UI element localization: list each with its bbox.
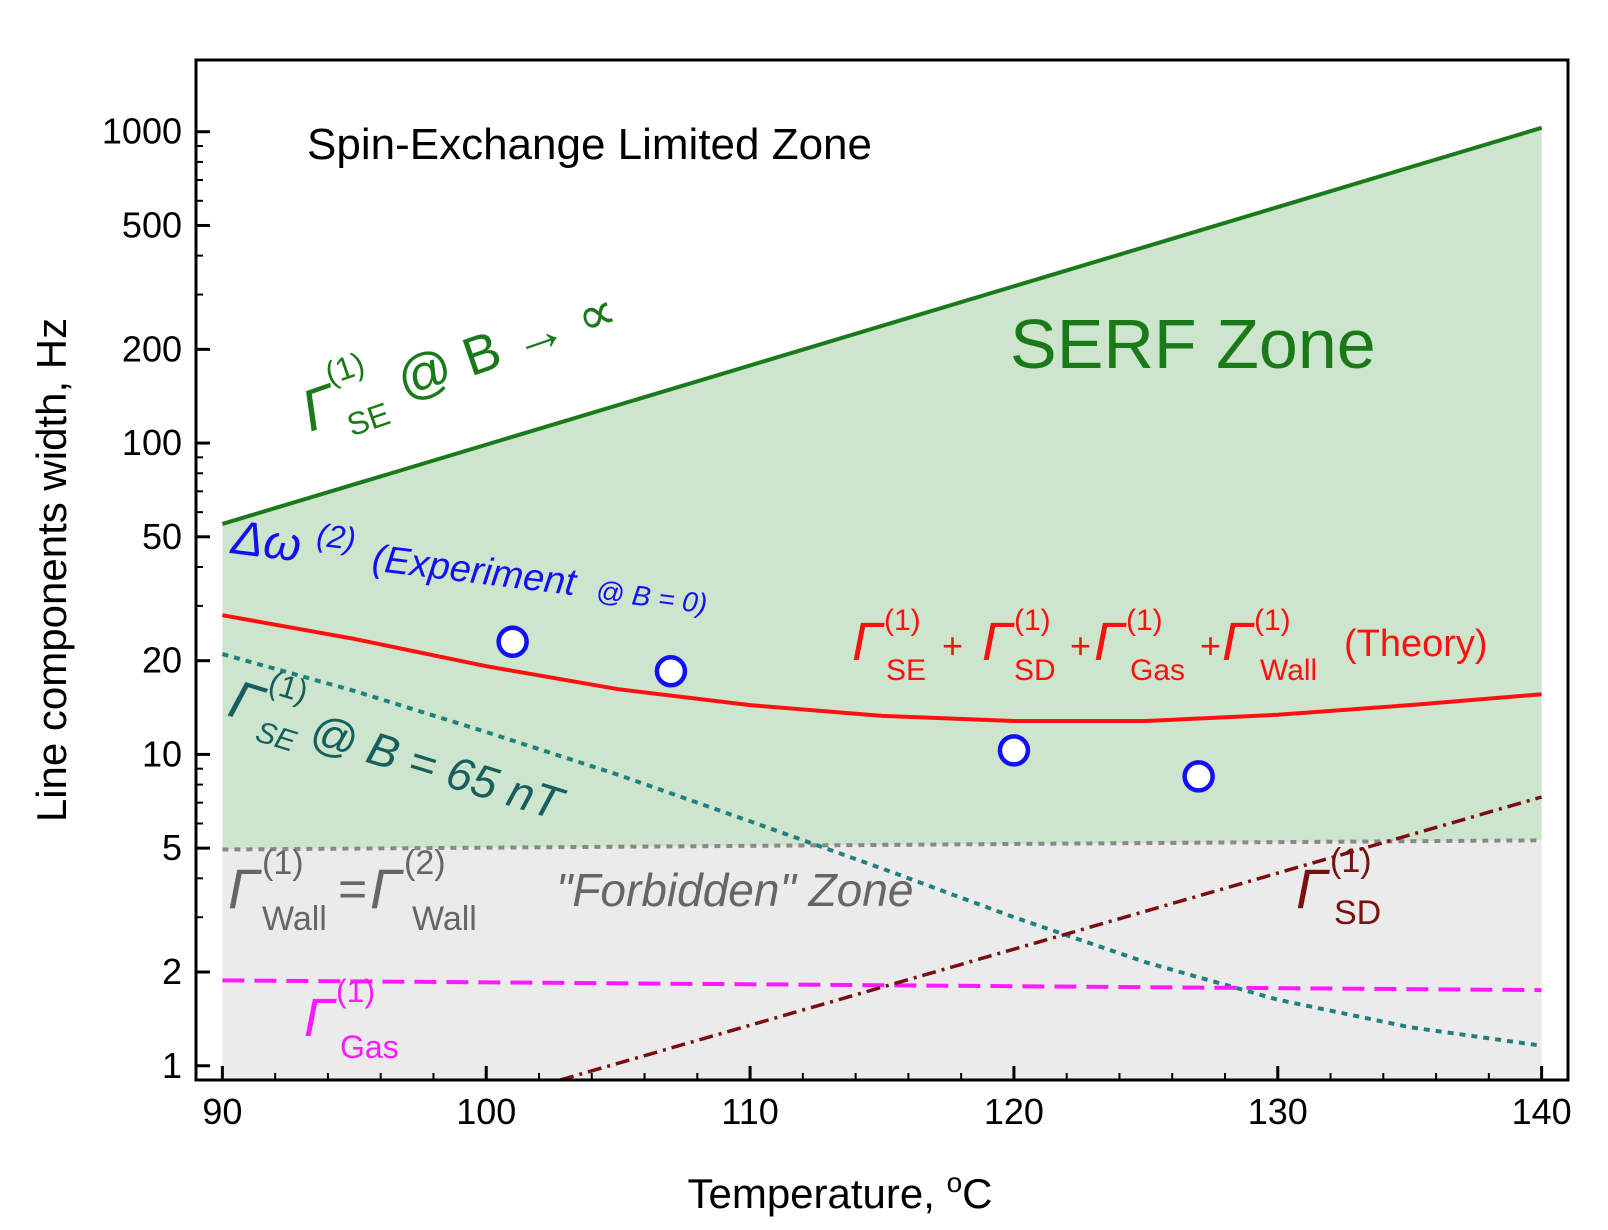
forbidden-zone-label: "Forbidden" Zone xyxy=(556,864,913,916)
svg-text:Γ: Γ xyxy=(1296,857,1330,920)
svg-text:Δω: Δω xyxy=(228,511,305,572)
y-tick-label: 200 xyxy=(122,328,182,369)
svg-text:Gas: Gas xyxy=(340,1029,399,1065)
svg-text:Γ: Γ xyxy=(852,612,885,672)
y-tick-label: 50 xyxy=(142,516,182,557)
series-gamma-sd xyxy=(559,795,1543,1080)
x-tick-label: 100 xyxy=(456,1091,516,1132)
svg-text:(Theory): (Theory) xyxy=(1344,623,1488,665)
series-theory xyxy=(222,613,1542,723)
label-gamma-gas: Γ (1) Gas xyxy=(304,973,399,1065)
spin-exchange-zone-label: Spin-Exchange Limited Zone xyxy=(307,120,872,169)
svg-text:+: + xyxy=(1200,625,1221,666)
y-tick-label: 10 xyxy=(142,733,182,774)
plot-frame xyxy=(194,58,1570,1082)
svg-text:Γ: Γ xyxy=(982,612,1015,672)
experiment-point xyxy=(654,654,688,688)
label-theory: Γ (1) SE + Γ (1) SD + Γ (1) Gas + Γ (1) … xyxy=(852,604,1488,687)
svg-text:SE: SE xyxy=(886,654,926,687)
y-tick-label: 500 xyxy=(122,204,182,245)
label-gamma-sd: Γ (1) SD xyxy=(1296,842,1381,932)
svg-text:+: + xyxy=(1070,625,1091,666)
svg-text:Wall: Wall xyxy=(262,900,327,938)
y-tick-label: 5 xyxy=(162,827,182,868)
y-tick-label: 1 xyxy=(162,1045,182,1086)
svg-text:(2): (2) xyxy=(404,844,446,882)
region-serf-zone xyxy=(222,127,1542,850)
experiment-point xyxy=(496,625,529,659)
series-gamma-wall-line xyxy=(222,838,1542,852)
x-axis-title: Temperature, oC xyxy=(687,1167,992,1217)
svg-text:Gas: Gas xyxy=(1130,654,1185,687)
svg-text:(2): (2) xyxy=(315,517,358,557)
experiment-point xyxy=(997,734,1031,767)
experiment-point xyxy=(1182,760,1215,793)
y-tick-label: 20 xyxy=(142,640,182,681)
x-tick-label: 140 xyxy=(1512,1091,1572,1132)
serf-zone-label: SERF Zone xyxy=(1010,305,1376,383)
svg-text:SE: SE xyxy=(342,395,394,443)
svg-text:Γ: Γ xyxy=(1094,612,1127,672)
svg-text:SD: SD xyxy=(1334,894,1381,932)
svg-text:(1): (1) xyxy=(1014,604,1051,637)
svg-text:SD: SD xyxy=(1014,654,1056,687)
x-tick-label: 110 xyxy=(721,1091,778,1132)
svg-text:(1): (1) xyxy=(262,844,304,882)
x-tick-label: 90 xyxy=(202,1091,242,1132)
svg-text:(1): (1) xyxy=(1330,842,1372,880)
svg-text:=: = xyxy=(338,861,367,917)
scatter-layer xyxy=(496,625,1215,793)
svg-text:Γ: Γ xyxy=(370,857,404,920)
svg-text:(1): (1) xyxy=(1126,604,1163,637)
y-axis-title: Line components width, Hz xyxy=(28,318,75,822)
y-tick-label: 100 xyxy=(122,422,182,463)
svg-text:(1): (1) xyxy=(884,604,921,637)
region-forbidden-zone xyxy=(222,840,1542,1080)
svg-text:@ B → ∝: @ B → ∝ xyxy=(389,280,625,411)
series-gamma-se-inf xyxy=(221,125,1543,526)
label-gamma-wall: Γ (1) Wall = Γ (2) Wall xyxy=(228,844,477,938)
series-gamma-gas xyxy=(222,978,1542,993)
svg-text:(1): (1) xyxy=(336,973,375,1009)
y-tick-label: 1000 xyxy=(102,111,182,152)
svg-text:Wall: Wall xyxy=(1260,654,1317,687)
svg-text:+: + xyxy=(942,625,963,666)
svg-text:Γ: Γ xyxy=(228,857,262,920)
x-tick-label: 130 xyxy=(1248,1091,1308,1132)
zone-regions xyxy=(222,127,1542,1080)
series-gamma-se-65 xyxy=(221,652,1542,1048)
svg-text:(1): (1) xyxy=(1254,604,1291,637)
svg-text:Γ: Γ xyxy=(304,988,337,1048)
svg-text:Wall: Wall xyxy=(412,900,477,938)
svg-text:Γ: Γ xyxy=(1222,612,1255,672)
y-tick-label: 2 xyxy=(162,951,182,992)
x-tick-label: 120 xyxy=(984,1091,1044,1132)
series-layer xyxy=(221,125,1543,1080)
axes: 90 100 110 120 130 140 1 2 5 10 20 50 100 200 500 1000 xyxy=(102,111,1572,1132)
